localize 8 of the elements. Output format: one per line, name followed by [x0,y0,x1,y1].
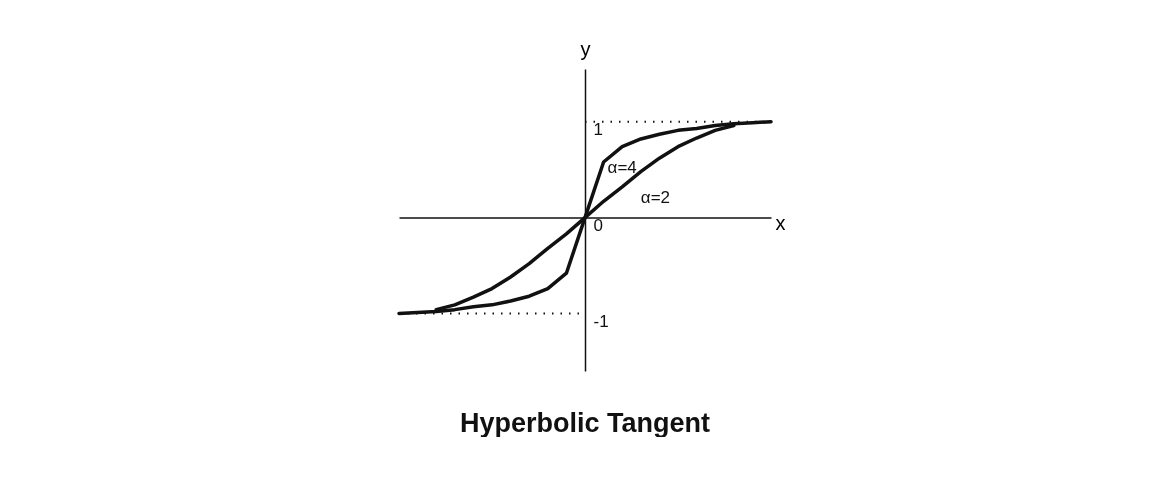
series-label: α=4 [607,157,637,177]
y-tick-label: 1 [593,120,603,140]
y-tick-label: -1 [593,311,609,331]
series-label: α=2 [640,188,671,208]
x-axis-title: x [775,212,786,235]
y-tick-label: 0 [593,216,603,236]
text: Hyperbolic Tangent [459,408,711,438]
y-axis-title: y [580,37,591,60]
